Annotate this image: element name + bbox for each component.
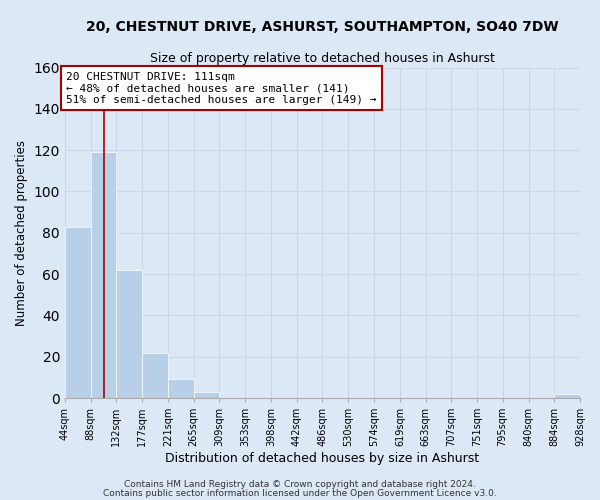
Y-axis label: Number of detached properties: Number of detached properties [15, 140, 28, 326]
Text: Contains public sector information licensed under the Open Government Licence v3: Contains public sector information licen… [103, 489, 497, 498]
Bar [168, 380, 194, 398]
Title: Size of property relative to detached houses in Ashurst: Size of property relative to detached ho… [150, 52, 495, 65]
Bar [554, 394, 580, 398]
Text: 20, CHESTNUT DRIVE, ASHURST, SOUTHAMPTON, SO40 7DW: 20, CHESTNUT DRIVE, ASHURST, SOUTHAMPTON… [86, 20, 559, 34]
X-axis label: Distribution of detached houses by size in Ashurst: Distribution of detached houses by size … [166, 452, 479, 465]
Bar [91, 152, 116, 398]
Text: Contains HM Land Registry data © Crown copyright and database right 2024.: Contains HM Land Registry data © Crown c… [124, 480, 476, 489]
Bar [116, 270, 142, 398]
Bar [142, 352, 168, 398]
Text: 20 CHESTNUT DRIVE: 111sqm
← 48% of detached houses are smaller (141)
51% of semi: 20 CHESTNUT DRIVE: 111sqm ← 48% of detac… [66, 72, 377, 105]
Bar [65, 226, 91, 398]
Bar [194, 392, 220, 398]
